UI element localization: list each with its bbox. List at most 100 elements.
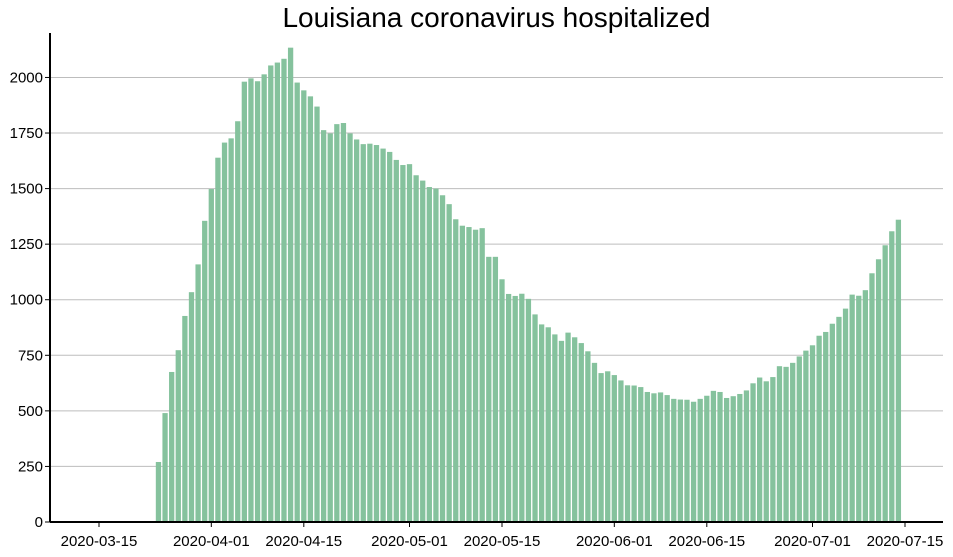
bar [248,78,254,523]
bar [545,327,551,522]
bar [215,157,221,522]
bar [743,390,750,522]
x-tick-label: 2020-06-15 [668,533,745,550]
bar [895,219,902,522]
bar [188,292,195,522]
bar [611,375,617,522]
y-tick-label: 1250 [10,236,43,253]
bar [657,392,664,522]
bar [380,148,386,522]
bar [182,315,188,522]
bar [717,391,723,522]
bar [558,340,565,522]
y-tick-label: 1500 [10,181,43,198]
bar [155,461,162,522]
y-tick-label: 250 [18,458,43,475]
x-tick-label: 2020-07-01 [774,533,851,550]
bar [776,366,783,522]
bar [624,385,631,522]
bar [439,195,446,522]
bar [750,383,756,522]
x-tick-label: 2020-06-01 [576,533,653,550]
bar [538,324,545,522]
bar [505,293,512,522]
bar [433,188,439,522]
bar [387,151,393,523]
bar [175,350,181,522]
bar [790,362,796,522]
bar [307,96,314,523]
bar [301,90,307,522]
bar [605,371,611,522]
bar [671,398,677,522]
bar [664,395,670,522]
bar [294,82,300,522]
bar [862,290,869,522]
bar [314,106,320,523]
x-tick-label: 2020-03-15 [61,533,138,550]
bar [651,393,657,522]
bar [690,401,697,522]
bar [373,145,380,522]
bar [836,316,842,522]
bar [578,343,584,522]
bar [208,189,214,522]
bar [406,164,413,522]
bar [875,259,882,522]
bar [710,390,717,522]
bar [367,143,373,522]
bar [202,220,208,523]
bar [287,47,294,523]
x-tick-label: 2020-04-15 [265,533,342,550]
bar [241,81,247,522]
bar [195,264,201,522]
bar [228,138,234,522]
bar [360,144,366,523]
bar [869,273,875,522]
bar [393,159,399,522]
bar [757,377,763,522]
bar [585,351,591,522]
bar [400,165,406,522]
bar [796,356,802,522]
bar [446,204,452,522]
y-tick-label: 2000 [10,69,43,86]
y-tick-label: 0 [35,514,43,531]
bar [281,58,287,523]
bar [334,124,340,522]
bar [459,225,466,522]
bar [631,385,637,522]
bar [347,133,353,522]
bar [479,228,485,522]
bar [770,377,776,522]
y-tick-label: 1000 [10,292,43,309]
bar [466,227,472,522]
bar [426,187,432,522]
bar [320,130,327,522]
bar [532,314,538,522]
bar [453,219,459,523]
tick-labels: 0 250 500 750 1000 1250 1500 1750 2000 2020-03-15… [10,69,944,550]
bar [618,380,624,522]
x-tick-label: 2020-04-01 [173,533,250,550]
bar [783,366,789,522]
bar [684,399,690,522]
x-tick-label: 2020-05-15 [464,533,541,550]
bar [235,121,241,522]
bar [829,323,835,522]
bar [572,337,578,522]
bar [354,139,360,523]
bar [849,294,855,522]
bar [644,391,650,522]
bar [882,245,888,523]
bar [856,295,862,522]
x-tick-label: 2020-07-15 [867,533,944,550]
bar [591,362,598,522]
bar [413,175,419,522]
bar [420,180,426,522]
bar [723,397,730,522]
chart-title: Louisiana coronavirus hospitalized [282,2,711,33]
bar [552,334,558,522]
bar [254,81,261,522]
